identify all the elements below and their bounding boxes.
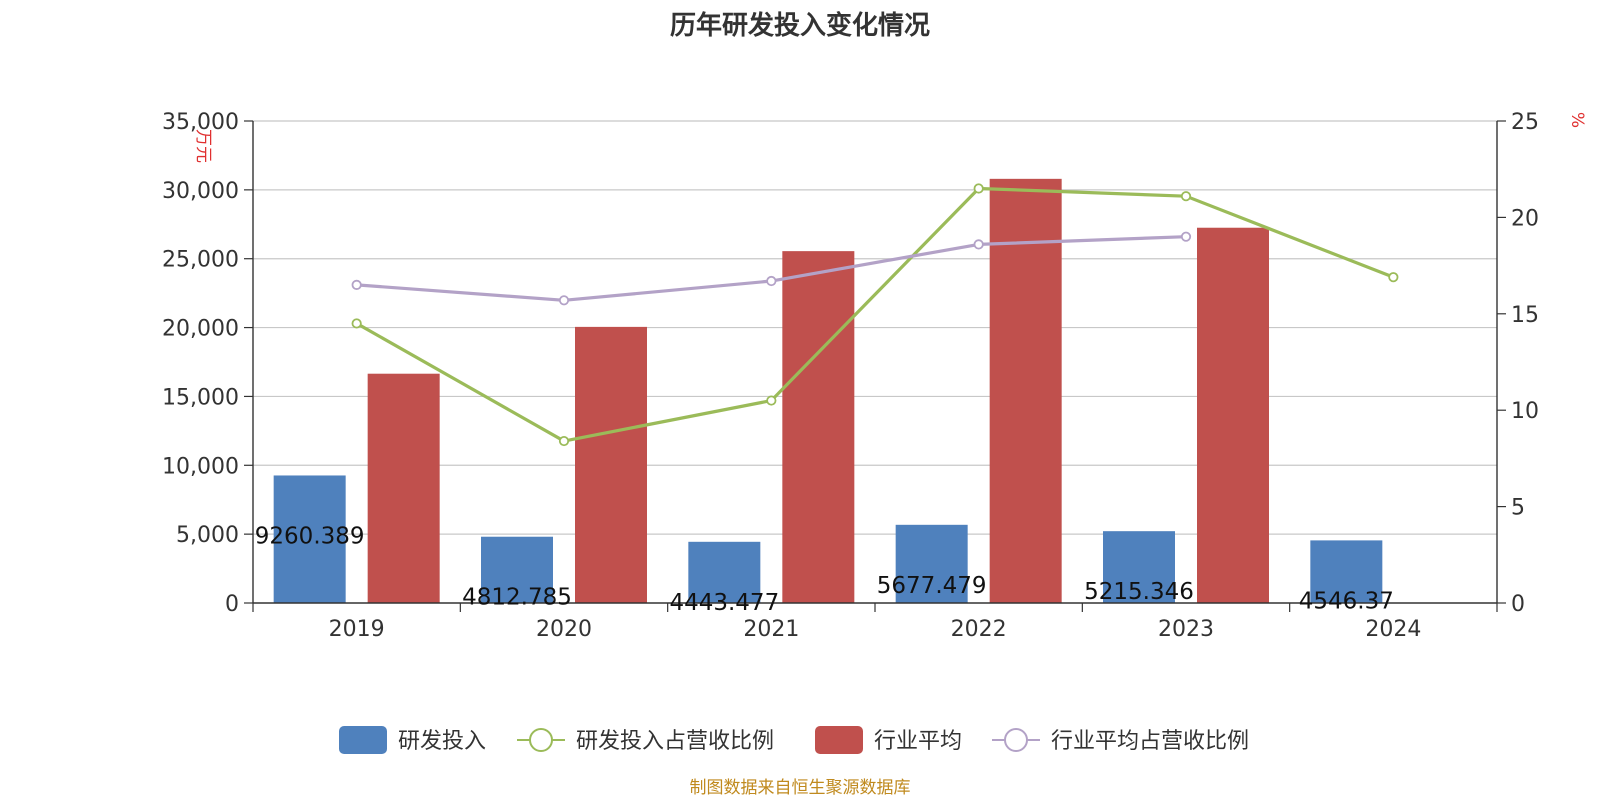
grid [253,120,1497,535]
bar-rd [1310,540,1383,603]
bar-industry [1197,227,1269,603]
bar-rd [481,536,553,603]
y-left-tick-label: 5,000 [176,523,239,548]
legend-label: 行业平均占营收比例 [1051,729,1249,754]
y-right-tick-label: 0 [1511,592,1525,617]
source-note: 制图数据来自恒生聚源数据库 [690,778,911,798]
bar-industry [367,373,440,603]
line-point [558,295,570,306]
x-tick-label: 2022 [951,617,1007,642]
bar-rd [1103,531,1175,603]
bar-data-label: 4443.477 [669,590,779,616]
x-tick-label: 2023 [1158,617,1214,642]
bar-data-label: 5215.346 [1084,579,1194,605]
y-left-tick-label: 20,000 [162,317,239,342]
y-left-tick-label: 35,000 [162,110,239,135]
bar-rd [895,524,968,603]
legend-label: 研发投入占营收比例 [576,729,774,754]
line-point [973,183,984,194]
y-left-tick-label: 0 [225,592,239,617]
x-tick-label: 2024 [1365,617,1421,642]
x-tick-label: 2020 [536,617,592,642]
line-point [1180,191,1192,202]
legend-swatch [339,726,387,754]
bar-rd [273,475,346,603]
y-left-tick-label: 30,000 [162,179,239,204]
line-point [1180,231,1192,242]
y-right-tick-label: 20 [1511,206,1539,231]
y-right-tick-label: 10 [1511,399,1539,424]
y-right-tick-label: 25 [1511,110,1539,135]
data-labels: 9260.389 4812.785 4443.477 5677.479 5215.346… [255,523,1394,615]
line-point [766,395,777,406]
bar-data-label: 9260.389 [255,523,365,549]
legend-label: 行业平均 [874,729,962,754]
line-series-rd-ratio [355,186,1394,443]
line-point [351,279,362,290]
line-point [351,318,362,329]
line-point [766,275,777,287]
legend: 研发投入 研发投入占营收比例 行业平均 行业平均占营收比例 [339,726,1249,754]
axes: 0 5,000 10,000 15,000 20,000 25,000 30,000 35,0… [162,110,1587,642]
bar-rd [688,541,761,603]
y-left-axis-label: 万元 [193,129,213,163]
bars [273,178,1383,603]
bar-data-label: 4546.37 [1299,588,1394,614]
bar-data-label: 5677.479 [877,573,987,599]
y-right-tick-label: 5 [1511,496,1525,521]
chart-title: 历年研发投入变化情况 [670,10,930,41]
x-tick-label: 2021 [743,617,799,642]
bar-industry [989,178,1062,603]
x-tick-label: 2019 [329,617,385,642]
bar-data-label: 4812.785 [462,585,572,611]
bar-industry [575,326,647,603]
legend-marker [529,728,553,752]
y-right-axis-label: % [1567,112,1587,128]
y-left-tick-label: 15,000 [162,385,239,410]
line-point [558,435,570,447]
y-left-tick-label: 25,000 [162,248,239,273]
legend-swatch [815,726,863,754]
legend-marker [1004,728,1028,752]
lines [351,183,1399,447]
y-right-tick-label: 15 [1511,303,1539,328]
line-point [1388,272,1399,283]
bar-industry [782,251,855,603]
y-left-tick-label: 10,000 [162,454,239,479]
line-point [973,239,984,250]
legend-label: 研发投入 [398,729,486,754]
